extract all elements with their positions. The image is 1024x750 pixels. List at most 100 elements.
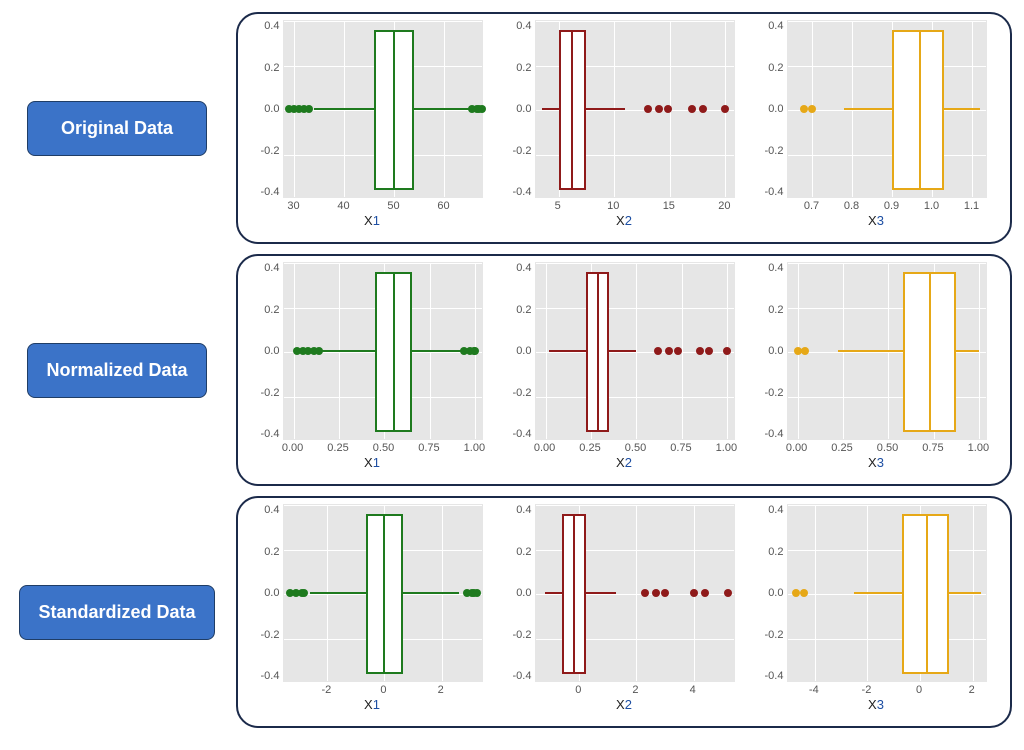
boxplot-chart: 0.40.20.0-0.2-0.4-202X1 — [248, 504, 496, 722]
outlier-point — [300, 589, 308, 597]
plot-area — [283, 20, 483, 198]
y-axis: 0.40.20.0-0.2-0.4 — [765, 504, 788, 682]
x-label-subscript: 2 — [625, 697, 632, 712]
median-line — [383, 514, 385, 674]
gridline-h — [788, 397, 986, 398]
x-tick-label: -4 — [809, 684, 819, 696]
gridline-h — [284, 505, 482, 506]
gridline-h — [788, 639, 986, 640]
outlier-point — [315, 347, 323, 355]
x-axis: 024 — [535, 682, 735, 696]
median-line — [597, 272, 599, 432]
row-label: Standardized Data — [19, 585, 214, 640]
outlier-point — [688, 105, 696, 113]
gridline-h — [788, 155, 986, 156]
x-tick-label: 0.8 — [844, 200, 859, 212]
y-tick-label: 0.2 — [261, 546, 280, 558]
x-label: X1 — [364, 455, 380, 470]
outlier-point — [652, 589, 660, 597]
x-axis: 0.000.250.500.751.00 — [283, 440, 483, 454]
y-tick-label: -0.4 — [765, 428, 784, 440]
y-tick-label: -0.4 — [513, 670, 532, 682]
gridline-h — [788, 352, 986, 353]
y-axis: 0.40.20.0-0.2-0.4 — [513, 262, 536, 440]
plot-area — [787, 504, 987, 682]
row-label: Original Data — [27, 101, 207, 156]
plot-area — [283, 504, 483, 682]
outlier-point — [701, 589, 709, 597]
outlier-point — [674, 347, 682, 355]
row-panel: 0.40.20.0-0.2-0.40.000.250.500.751.00X10… — [236, 254, 1012, 486]
row-panel: 0.40.20.0-0.2-0.430405060X10.40.20.0-0.2… — [236, 12, 1012, 244]
median-line — [926, 514, 928, 674]
median-line — [573, 514, 575, 674]
x-tick-label: 50 — [387, 200, 399, 212]
y-tick-label: 0.2 — [765, 62, 784, 74]
iqr-box — [892, 30, 944, 190]
outlier-point — [690, 589, 698, 597]
x-label-subscript: 1 — [373, 213, 380, 228]
median-line — [929, 272, 931, 432]
gridline-h — [536, 308, 734, 309]
y-tick-label: 0.2 — [261, 304, 280, 316]
x-tick-label: 30 — [287, 200, 299, 212]
gridline-h — [536, 397, 734, 398]
median-line — [393, 30, 395, 190]
y-tick-label: -0.4 — [261, 428, 280, 440]
x-label-prefix: X — [868, 213, 877, 228]
y-tick-label: -0.2 — [513, 629, 532, 641]
gridline-h — [536, 505, 734, 506]
row-label: Normalized Data — [27, 343, 207, 398]
outlier-point — [641, 589, 649, 597]
x-tick-label: 40 — [337, 200, 349, 212]
y-tick-label: 0.2 — [513, 62, 532, 74]
x-label: X3 — [868, 697, 884, 712]
x-label-prefix: X — [616, 213, 625, 228]
x-label-subscript: 3 — [877, 213, 884, 228]
outlier-point — [801, 347, 809, 355]
x-tick-label: 1.00 — [464, 442, 485, 454]
x-tick-label: 60 — [437, 200, 449, 212]
outlier-point — [792, 589, 800, 597]
y-tick-label: 0.0 — [765, 103, 784, 115]
outlier-point — [478, 105, 486, 113]
x-axis: 0.000.250.500.751.00 — [535, 440, 735, 454]
median-line — [571, 30, 573, 190]
x-tick-label: 0.25 — [579, 442, 600, 454]
boxplot-chart: 0.40.20.0-0.2-0.45101520X2 — [500, 20, 748, 238]
outlier-point — [471, 347, 479, 355]
y-tick-label: 0.2 — [513, 546, 532, 558]
y-tick-label: 0.0 — [765, 587, 784, 599]
x-label: X3 — [868, 455, 884, 470]
x-tick-label: 0 — [380, 684, 386, 696]
boxplot-chart: 0.40.20.0-0.2-0.4024X2 — [500, 504, 748, 722]
gridline-h — [788, 594, 986, 595]
x-label-prefix: X — [364, 697, 373, 712]
x-tick-label: 0.00 — [786, 442, 807, 454]
y-tick-label: 0.4 — [765, 504, 784, 516]
y-tick-label: 0.0 — [513, 345, 532, 357]
outlier-point — [655, 105, 663, 113]
y-tick-label: 0.4 — [261, 262, 280, 274]
outlier-point — [721, 105, 729, 113]
x-label: X1 — [364, 697, 380, 712]
x-label: X2 — [616, 213, 632, 228]
y-tick-label: -0.4 — [513, 428, 532, 440]
x-tick-label: 0.25 — [327, 442, 348, 454]
boxplot-chart: 0.40.20.0-0.2-0.40.000.250.500.751.00X3 — [752, 262, 1000, 480]
x-tick-label: 0.75 — [418, 442, 439, 454]
y-axis: 0.40.20.0-0.2-0.4 — [261, 504, 284, 682]
y-axis: 0.40.20.0-0.2-0.4 — [261, 20, 284, 198]
gridline-h — [788, 110, 986, 111]
x-tick-label: 0.9 — [884, 200, 899, 212]
y-tick-label: -0.2 — [261, 629, 280, 641]
x-axis: 0.000.250.500.751.00 — [787, 440, 987, 454]
y-tick-label: -0.4 — [261, 670, 280, 682]
y-tick-label: 0.4 — [513, 504, 532, 516]
y-tick-label: -0.4 — [513, 186, 532, 198]
x-label-prefix: X — [616, 455, 625, 470]
outlier-point — [723, 347, 731, 355]
gridline-h — [284, 263, 482, 264]
x-label-subscript: 3 — [877, 697, 884, 712]
outlier-point — [699, 105, 707, 113]
